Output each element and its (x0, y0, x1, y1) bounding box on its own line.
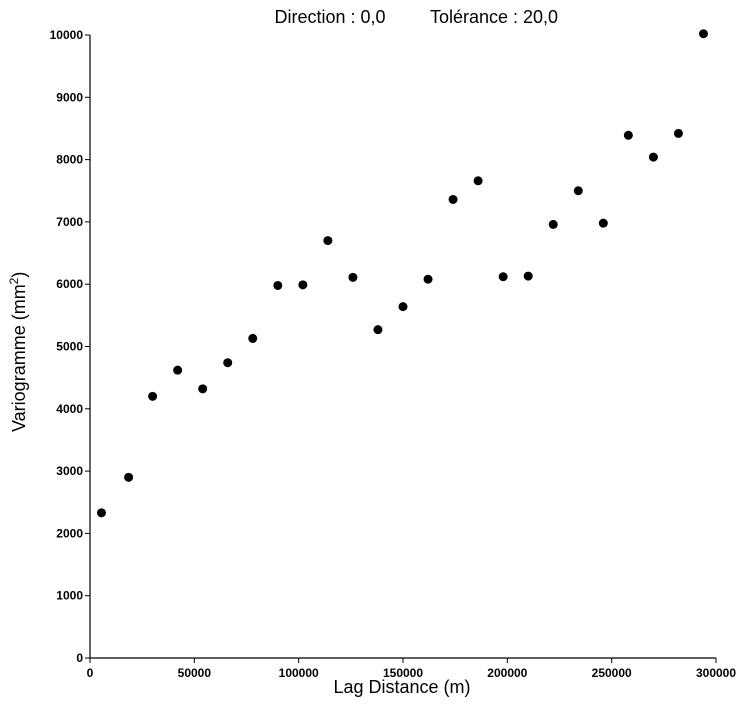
data-point (648, 152, 658, 162)
y-tick-label: 2000 (56, 526, 83, 540)
x-tick-label: 50000 (178, 666, 212, 680)
data-point (398, 302, 408, 312)
y-tick-label: 3000 (56, 464, 83, 478)
axes (89, 35, 716, 659)
chart-title-direction: Direction : 0,0 (274, 7, 385, 27)
x-tick-label: 100000 (279, 666, 319, 680)
data-point (423, 274, 433, 284)
y-tick-label: 10000 (50, 28, 84, 42)
data-points (96, 29, 708, 518)
y-tick-label: 8000 (56, 153, 83, 167)
data-point (323, 236, 333, 246)
data-point (298, 280, 308, 290)
y-tick-label: 7000 (56, 215, 83, 229)
x-tick-label: 200000 (487, 666, 527, 680)
y-axis-label: Variogramme (mm2) (7, 272, 29, 432)
data-point (273, 280, 283, 290)
data-point (124, 472, 134, 482)
x-axis-label: Lag Distance (m) (333, 677, 470, 697)
y-tick-label: 1000 (56, 589, 83, 603)
x-ticks: 0 50000 100000 150000 200000 250000 300000 (87, 658, 736, 680)
data-point (148, 391, 158, 401)
data-point (498, 272, 508, 282)
y-tick-label: 6000 (56, 277, 83, 291)
x-tick-label: 0 (87, 666, 94, 680)
data-point (573, 186, 583, 196)
x-tick-label: 150000 (383, 666, 423, 680)
data-point (248, 333, 258, 343)
y-axis-label-main: Variogramme (mm (9, 284, 29, 432)
data-point (623, 130, 633, 140)
y-tick-label: 5000 (56, 340, 83, 354)
data-point (698, 29, 708, 39)
data-point (548, 219, 558, 229)
data-point (373, 325, 383, 335)
data-point (198, 384, 208, 394)
y-tick-label: 4000 (56, 402, 83, 416)
data-point (173, 365, 183, 375)
y-axis-label-superscript: 2 (7, 277, 21, 284)
data-point (223, 358, 233, 368)
data-point (598, 218, 608, 228)
data-point (448, 194, 458, 204)
y-axis-label-close: ) (9, 272, 29, 278)
y-tick-label: 9000 (56, 90, 83, 104)
y-tick-label: 0 (76, 651, 83, 665)
data-point (348, 272, 358, 282)
x-tick-label: 300000 (696, 666, 736, 680)
data-point (673, 128, 683, 138)
data-point (523, 271, 533, 281)
data-point (96, 508, 106, 518)
data-point (473, 176, 483, 186)
y-ticks: 0 1000 2000 3000 4000 5000 6000 7000 8000 9000 100… (50, 28, 90, 665)
chart-title-tolerance: Tolérance : 20,0 (430, 7, 558, 27)
x-tick-label: 250000 (592, 666, 632, 680)
